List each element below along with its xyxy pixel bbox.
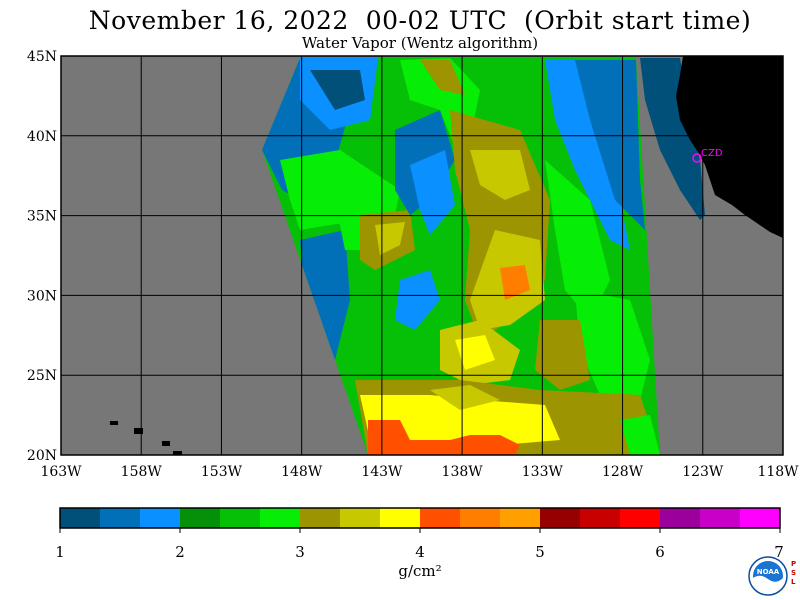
page-subtitle: Water Vapor (Wentz algorithm)	[301, 34, 539, 52]
colorbar-swatch	[460, 508, 501, 528]
longitude-labels: 163W 158W 153W 148W 143W 138W 133W 128W 123W 118W	[40, 464, 799, 480]
water-vapor-swath	[262, 58, 660, 455]
longitude-label: 158W	[121, 464, 163, 480]
colorbar-swatch	[740, 508, 781, 528]
station-marker	[692, 153, 702, 163]
longitude-label: 153W	[201, 464, 243, 480]
colorbar-swatch	[180, 508, 221, 528]
colorbar-swatch	[380, 508, 421, 528]
colorbar-swatch	[580, 508, 621, 528]
colorbar-swatch	[140, 508, 181, 528]
latitude-label: 30N	[27, 288, 57, 304]
colorbar-swatch	[60, 508, 101, 528]
longitude-label: 128W	[602, 464, 644, 480]
colorbar-label: 4	[415, 543, 425, 561]
colorbar	[59, 508, 781, 533]
latitude-label: 45N	[27, 49, 57, 65]
longitude-label: 138W	[442, 464, 484, 480]
colorbar-swatch	[420, 508, 461, 528]
colorbar-label: 5	[535, 543, 545, 561]
colorbar-swatch	[540, 508, 581, 528]
colorbar-swatch	[500, 508, 541, 528]
lat-lon-grid	[61, 56, 783, 455]
map-frame	[60, 55, 784, 456]
station-label: CZD	[701, 148, 723, 159]
longitude-label: 163W	[40, 464, 82, 480]
hawaii-islands	[110, 421, 182, 455]
latitude-label: 35N	[27, 209, 57, 225]
logo-text: NOAA	[757, 568, 780, 576]
page-title: November 16, 2022 00-02 UTC (Orbit start…	[88, 6, 752, 35]
psl-mark: P S L	[791, 560, 797, 586]
colorbar-swatch	[340, 508, 381, 528]
longitude-label: 133W	[522, 464, 564, 480]
colorbar-label: 2	[175, 543, 185, 561]
coastal-ocean	[640, 58, 705, 220]
colorbar-swatch	[260, 508, 301, 528]
longitude-label: 143W	[361, 464, 403, 480]
latitude-label: 20N	[27, 448, 57, 464]
colorbar-label: 7	[774, 543, 784, 561]
colorbar-swatch	[660, 508, 701, 528]
longitude-label: 118W	[757, 464, 799, 480]
colorbar-label: 3	[295, 543, 305, 561]
colorbar-swatch	[300, 508, 341, 528]
colorbar-swatch	[100, 508, 141, 528]
latitude-label: 25N	[27, 368, 57, 384]
colorbar-frame	[59, 507, 781, 529]
latitude-label: 40N	[27, 129, 57, 145]
colorbar-swatch	[700, 508, 741, 528]
colorbar-unit: g/cm²	[398, 562, 442, 580]
colorbar-label: 1	[55, 543, 65, 561]
latitude-labels: 45N 40N 35N 30N 25N 20N	[27, 49, 57, 464]
longitude-label: 123W	[682, 464, 724, 480]
colorbar-swatch	[220, 508, 261, 528]
noaa-logo: NOAA	[748, 556, 788, 596]
longitude-label: 148W	[281, 464, 323, 480]
colorbar-label: 6	[655, 543, 665, 561]
colorbar-swatch	[620, 508, 661, 528]
